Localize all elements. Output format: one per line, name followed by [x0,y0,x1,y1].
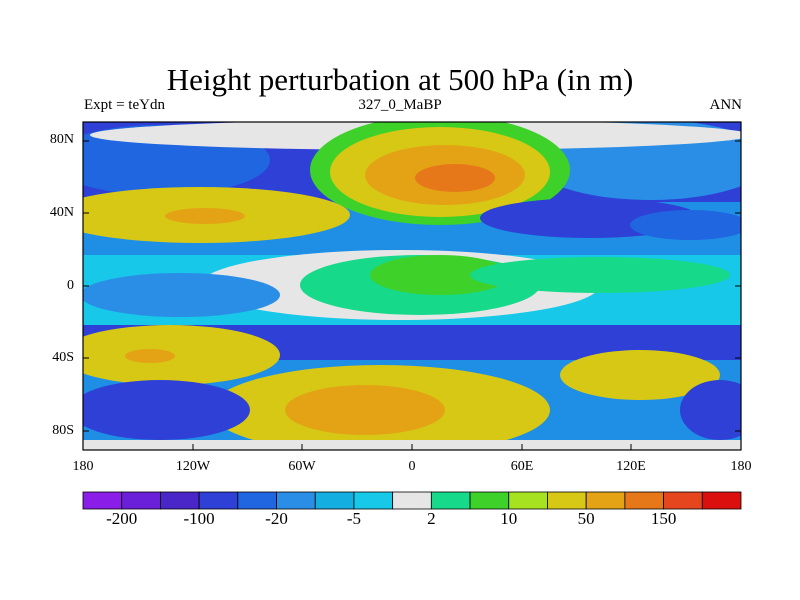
experiment-label: Expt = teYdn [84,97,165,113]
colorbar-label: 150 [650,509,677,528]
colorbar-label: 2 [427,509,436,528]
colorbar-box [314,491,355,510]
lat-tick: 80S [52,423,74,438]
colorbar-box [160,491,200,510]
colorbar-label: -100 [183,509,215,528]
lon-tick: 180 [730,459,752,474]
colorbar-box [198,491,239,510]
colorbar-box [701,491,742,510]
lon-tick: 180 [72,459,94,474]
lon-tick: 60W [288,459,316,474]
colorbar-label: -200 [106,509,138,528]
colorbar-label: 50 [577,509,595,528]
colorbar-box [469,491,510,510]
colorbar-box [392,491,432,510]
colorbar [82,491,742,510]
lat-tick: 40S [52,350,74,365]
colorbar-label: 10 [500,509,518,528]
colorbar-box [121,491,161,510]
lon-tick: 120W [175,459,211,474]
lon-tick: 120E [616,459,646,474]
colorbar-box [585,491,626,510]
colorbar-label: -20 [265,509,288,528]
lat-tick: 80N [49,132,74,147]
colorbar-box [430,491,471,510]
contour-field [83,122,741,450]
colorbar-box [82,491,123,510]
colorbar-label: -5 [346,509,362,528]
colorbar-box [508,491,548,510]
colorbar-box [353,491,394,510]
plot-title: Height perturbation at 500 hPa (in m) [166,62,634,97]
lat-tick: 0 [67,278,74,293]
axis-ticks [83,140,741,450]
colorbar-box [547,491,587,510]
season-label: ANN [709,97,743,113]
colorbar-box [663,491,703,510]
time-label: 327_0_MaBP [358,97,442,113]
colorbar-box [237,491,277,510]
colorbar-box [624,491,664,510]
colorbar-box [276,491,316,510]
lon-tick: 0 [408,459,416,474]
lon-tick: 60E [510,459,534,474]
lat-tick: 40N [49,205,74,220]
